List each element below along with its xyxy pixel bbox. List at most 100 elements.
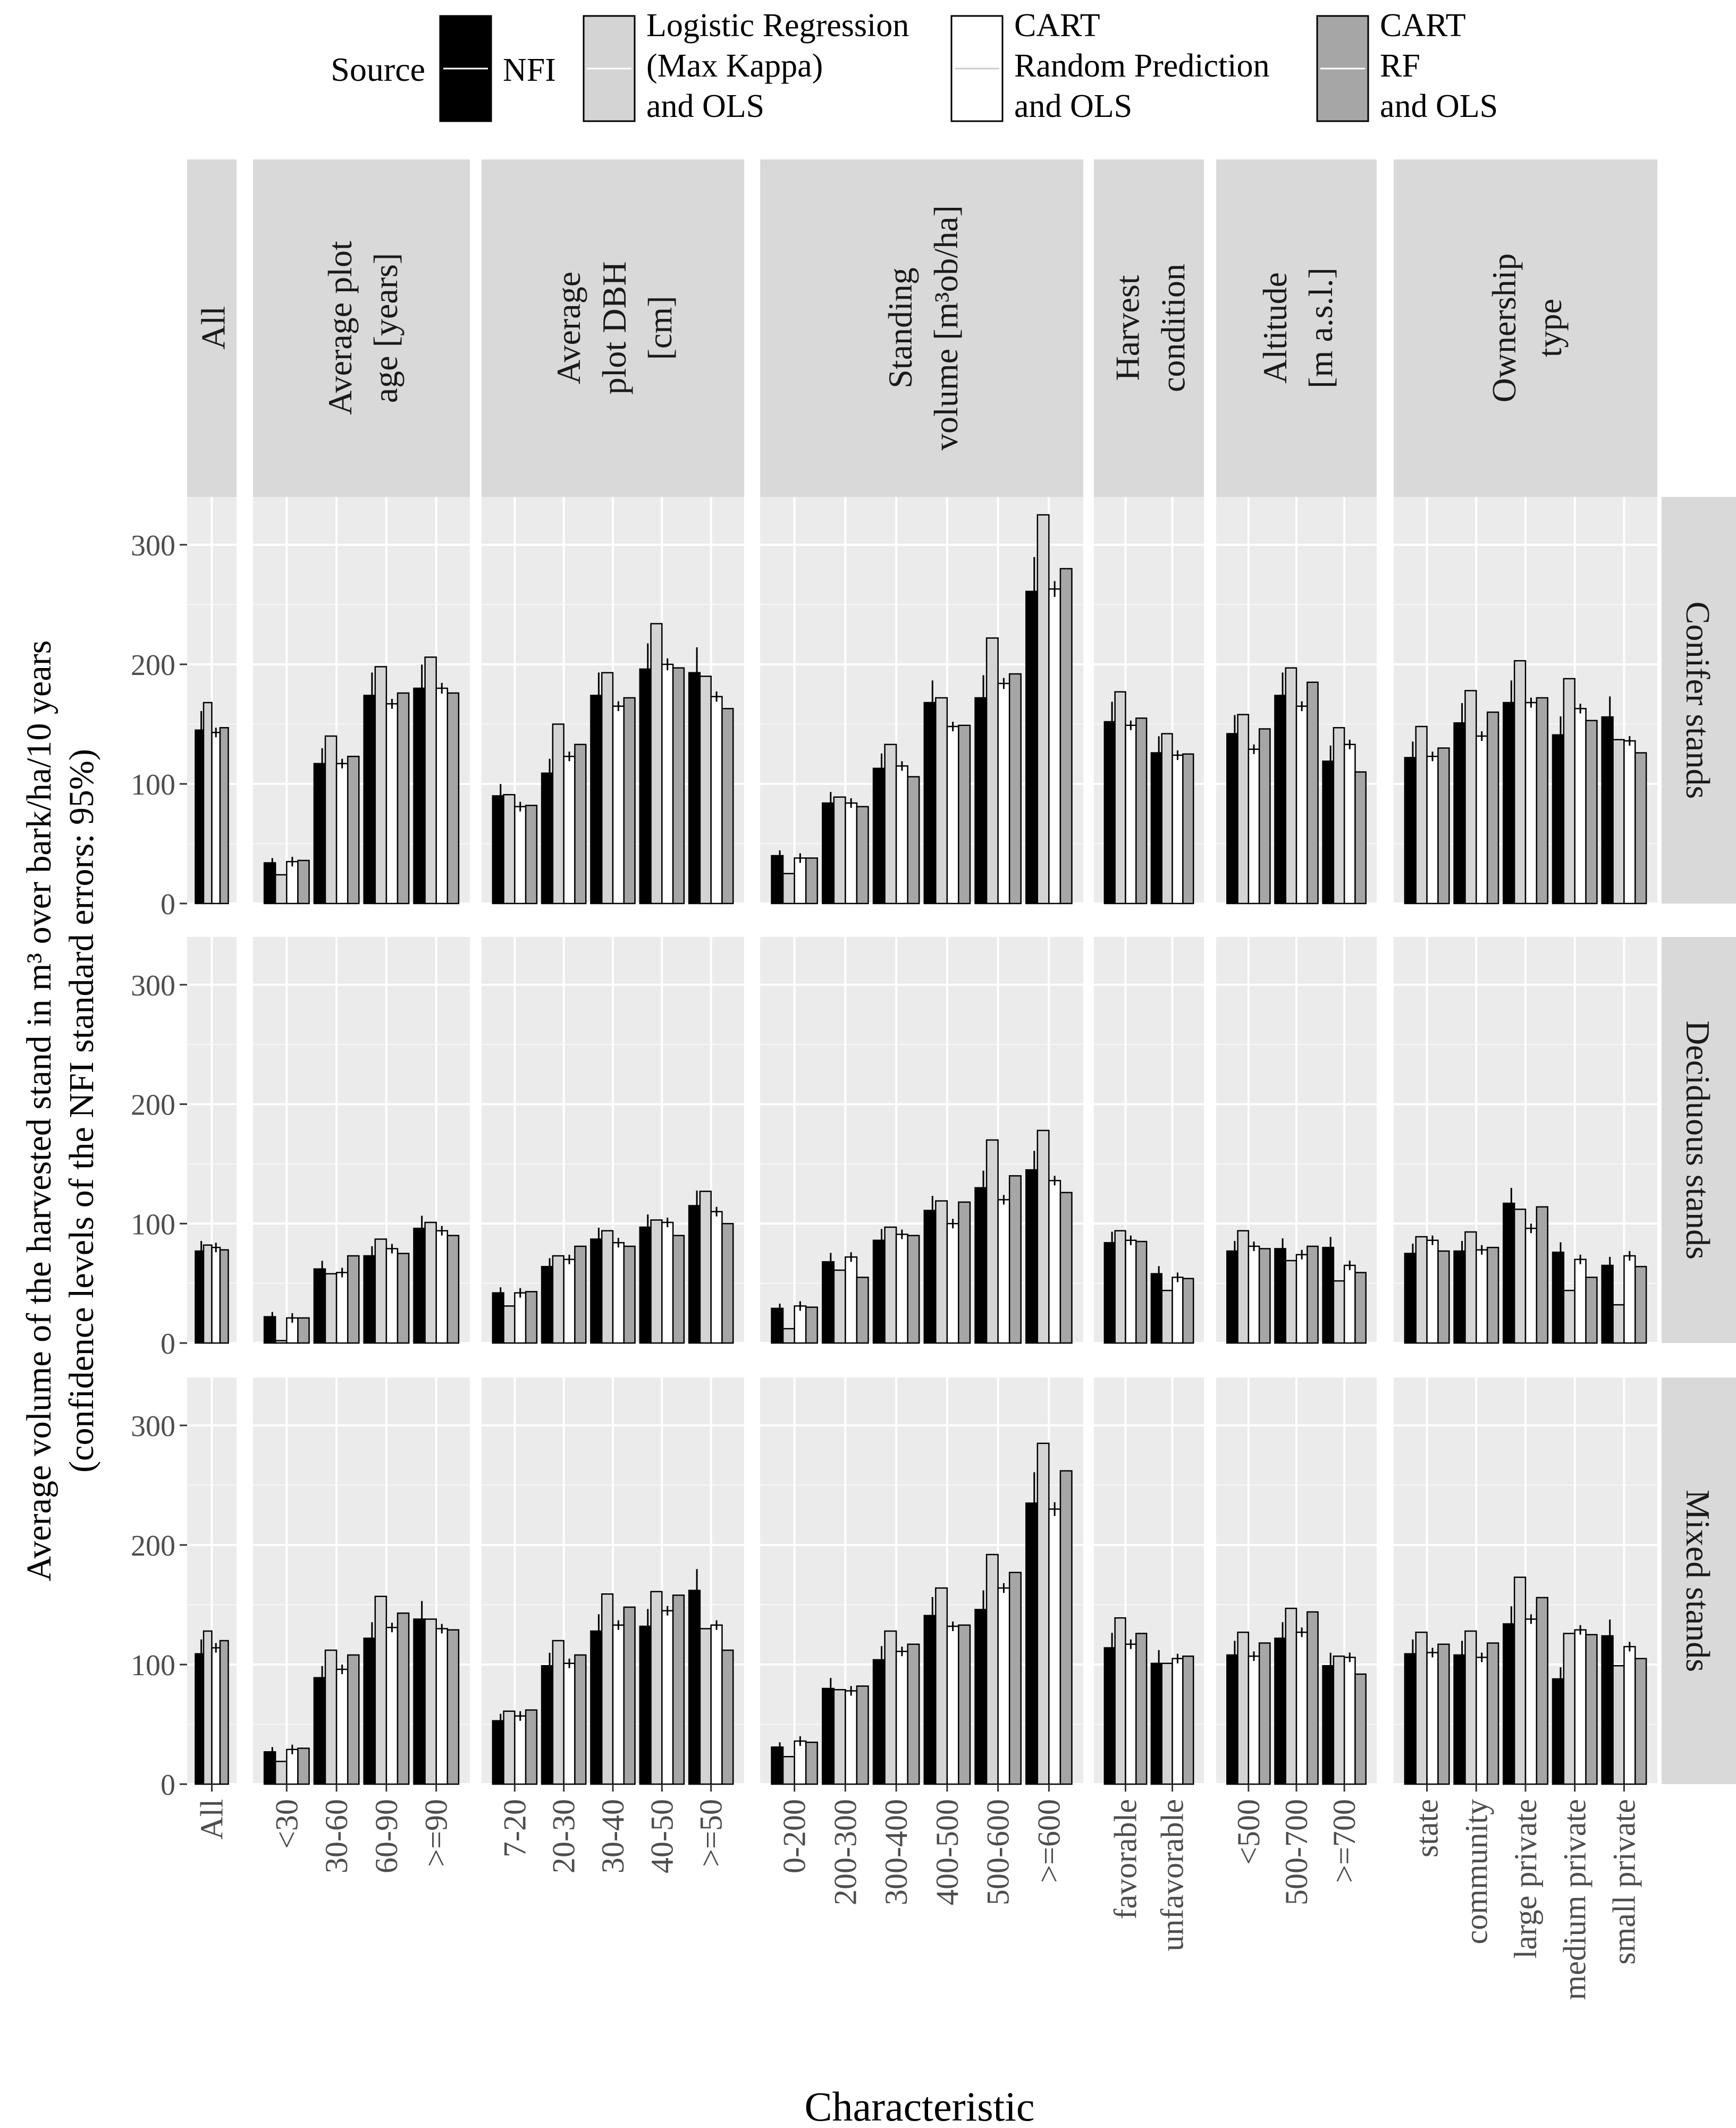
bar: [907, 776, 920, 905]
facet-strip-label: Harvest: [1109, 275, 1147, 381]
facet-strip-label: Average: [550, 272, 587, 384]
bar: [661, 1221, 674, 1344]
bar: [1503, 1202, 1515, 1344]
bar: [397, 1612, 410, 1785]
panel: [253, 1378, 470, 1785]
bar: [1307, 681, 1319, 905]
bar: [541, 1265, 554, 1344]
bar: [1343, 1264, 1356, 1344]
bar: [1585, 1277, 1598, 1344]
bar: [1274, 1248, 1286, 1344]
bar: [552, 1640, 564, 1785]
panel: [187, 1378, 237, 1785]
bar: [985, 637, 999, 905]
bar: [503, 794, 516, 905]
bar: [650, 1219, 663, 1344]
bar: [211, 1647, 221, 1785]
bar: [274, 1340, 288, 1344]
bar: [1172, 754, 1184, 905]
facet-strip-label: type: [1531, 299, 1569, 357]
x-tick-label: 500-600: [981, 1799, 1016, 1905]
bar: [771, 855, 784, 905]
bar: [563, 1662, 576, 1785]
bar: [688, 1205, 701, 1344]
bar: [525, 1709, 538, 1785]
bar: [1486, 1246, 1499, 1344]
bar: [1524, 1228, 1538, 1344]
bar: [884, 1226, 897, 1344]
bar: [313, 1268, 326, 1344]
bar: [1333, 1280, 1345, 1344]
bar: [856, 1685, 869, 1785]
bar: [623, 1606, 636, 1785]
bar: [1059, 1192, 1073, 1344]
bar: [435, 1230, 449, 1344]
y-tick-label: 100: [131, 1649, 175, 1682]
bar: [601, 672, 614, 905]
bar: [688, 672, 701, 905]
bar: [1285, 1260, 1297, 1344]
legend-label: and OLS: [1014, 88, 1132, 124]
bar: [923, 1615, 937, 1785]
bar: [203, 702, 213, 905]
bar: [1036, 1129, 1050, 1344]
bar: [639, 1625, 652, 1785]
bar: [274, 874, 288, 905]
bar: [1048, 1180, 1061, 1344]
bar: [1404, 757, 1417, 905]
bar: [1103, 1647, 1116, 1785]
legend-label: and OLS: [1380, 88, 1498, 124]
legend-title: Source: [331, 50, 425, 88]
x-tick-label: <500: [1231, 1799, 1266, 1865]
panel: [760, 1378, 1083, 1785]
bar: [286, 1749, 299, 1785]
bar: [1415, 1632, 1428, 1785]
y-axis-label-line2: (confidence levels of the NFI standard e…: [62, 749, 101, 1473]
bar: [1585, 1634, 1598, 1785]
bar: [492, 795, 504, 905]
bar: [1343, 744, 1356, 905]
x-tick-label: 500-700: [1279, 1799, 1314, 1905]
bar: [946, 1223, 959, 1344]
bar: [1135, 1240, 1148, 1344]
bar: [203, 1630, 213, 1785]
x-tick-label: 40-50: [644, 1799, 679, 1873]
bar: [335, 1272, 349, 1344]
bar: [297, 1317, 310, 1344]
bar: [424, 656, 437, 905]
bar: [1601, 1264, 1614, 1344]
bar: [274, 1761, 288, 1785]
bar: [1524, 702, 1538, 905]
bar: [985, 1553, 999, 1785]
bar: [525, 805, 538, 905]
panel: [760, 937, 1083, 1344]
bar: [771, 1746, 784, 1785]
bar: [856, 1277, 869, 1344]
bar: [1226, 1250, 1238, 1344]
bar: [1237, 1632, 1250, 1785]
bar: [1486, 1642, 1499, 1785]
bar: [211, 732, 221, 905]
bar: [1248, 1245, 1260, 1344]
bar: [1333, 727, 1345, 905]
bar: [195, 1653, 205, 1785]
panel: [1216, 1378, 1377, 1785]
bar: [935, 697, 948, 905]
bar: [822, 802, 835, 905]
bar: [514, 1292, 527, 1344]
bar: [1563, 1633, 1575, 1785]
bar: [1307, 1245, 1319, 1344]
bar: [805, 1306, 818, 1344]
bar: [385, 1248, 399, 1344]
bar: [219, 1640, 229, 1785]
bar: [1552, 1251, 1565, 1344]
facet-strip-row: [1662, 497, 1736, 903]
bar: [710, 1624, 723, 1785]
legend-label: (Max Kappa): [646, 48, 823, 84]
panel: [760, 497, 1083, 905]
bar: [1453, 1654, 1466, 1785]
bar: [1114, 1617, 1126, 1785]
bar: [1585, 720, 1598, 905]
bar: [1404, 1253, 1417, 1344]
